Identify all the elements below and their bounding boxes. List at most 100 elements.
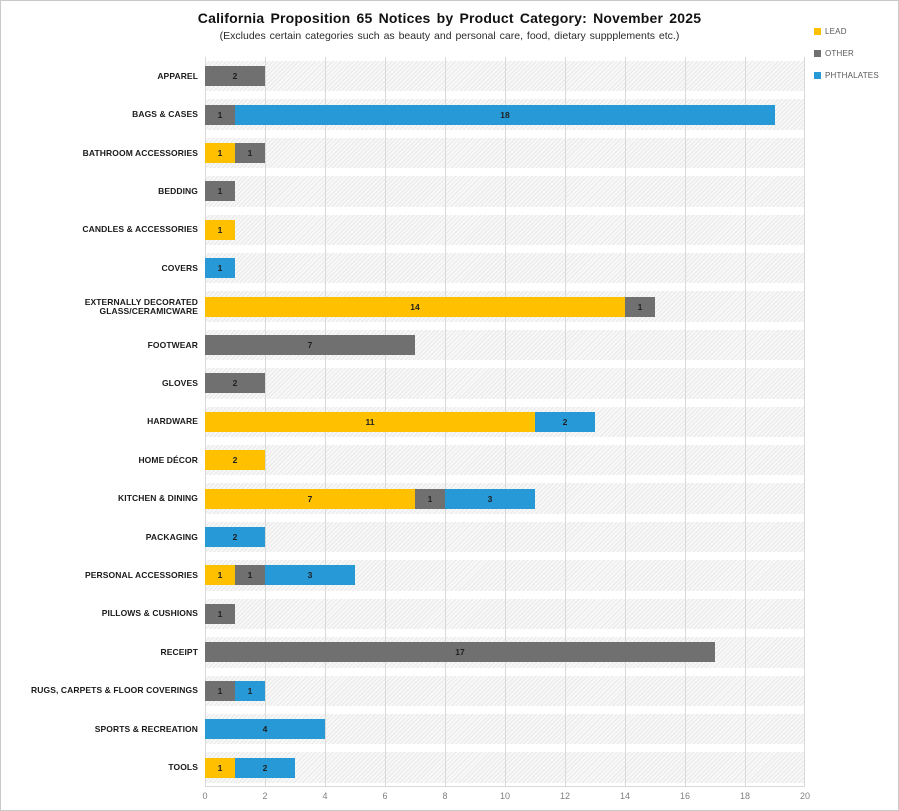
table-row: APPAREL 2 [1,57,805,95]
row-band [205,598,805,630]
segment-value-label: 1 [247,148,253,159]
bar-segment-phthalates: 4 [205,719,325,740]
segment-value-label: 1 [217,762,223,773]
bar-segment-other: 1 [205,104,235,125]
segment-value-label: 14 [410,301,420,312]
table-row: COVERS 1 [1,249,805,287]
category-label: GLOVES [161,377,198,388]
segment-value-label: 1 [217,109,223,120]
table-row: HARDWARE 11 2 [1,403,805,441]
row-band [205,137,805,169]
bar-segment-other: 2 [205,373,265,394]
category-label: APPAREL [157,70,198,81]
legend-label: PHTHALATES [825,71,879,80]
legend: LEAD OTHER PHTHALATES [814,27,879,80]
table-row: RUGS, CARPETS & FLOOR COVERINGS 1 1 [1,672,805,710]
table-row: GLOVES 2 [1,364,805,402]
category-label: BEDDING [158,185,198,196]
bar-segment-other: 1 [205,680,235,701]
stacked-bar: 7 1 3 [205,488,535,509]
legend-swatch-icon [814,72,821,79]
stacked-bar: 1 [205,258,235,279]
bar-segment-other: 17 [205,642,715,663]
stacked-bar: 1 18 [205,104,775,125]
row-plot: 1 [205,211,805,249]
category-label: HOME DÉCOR [138,454,198,465]
bar-segment-other: 7 [205,335,415,356]
category-label: KITCHEN & DINING [118,493,198,504]
stacked-bar: 11 2 [205,411,595,432]
table-row: SPORTS & RECREATION 4 [1,710,805,748]
legend-item-lead: LEAD [814,27,879,36]
stacked-bar: 7 [205,335,415,356]
segment-value-label: 2 [232,455,238,466]
row-plot: 4 [205,710,805,748]
row-band [205,368,805,399]
segment-value-label: 1 [217,263,223,274]
chart-area: APPAREL 2 BAGS & CASES 1 18 BATHROOM ACCESSOR… [1,57,810,805]
x-axis-tick-label: 0 [202,791,208,801]
chart-subtitle: (Excludes certain categories such as bea… [219,30,680,42]
x-axis-tick-label: 4 [322,791,328,801]
bar-segment-other: 1 [625,296,655,317]
bar-segment-phthalates: 3 [265,565,355,586]
bar-segment-lead: 1 [205,219,235,240]
legend-item-other: OTHER [814,49,879,58]
category-label: RECEIPT [160,646,198,657]
bar-segment-other: 1 [205,603,235,624]
row-plot: 7 [205,326,805,364]
x-axis-tick-label: 18 [739,791,751,801]
x-axis-tick-label: 14 [619,791,631,801]
x-axis-tick-label: 8 [442,791,448,801]
segment-value-label: 7 [307,340,313,351]
segment-value-label: 1 [217,224,223,235]
stacked-bar: 2 [205,66,265,87]
segment-value-label: 2 [262,762,268,773]
stacked-bar: 4 [205,719,325,740]
stacked-bar: 2 [205,527,265,548]
row-band [205,521,805,553]
segment-value-label: 2 [562,416,568,427]
table-row: BATHROOM ACCESSORIES 1 1 [1,134,805,172]
segment-value-label: 7 [307,493,313,504]
category-label: PILLOWS & CUSHIONS [101,608,198,619]
table-row: RECEIPT 17 [1,633,805,671]
bar-segment-phthalates: 2 [235,757,295,778]
bar-segment-lead: 11 [205,411,535,432]
category-label: BAGS & CASES [132,109,198,120]
stacked-bar: 17 [205,642,715,663]
bar-segment-lead: 14 [205,296,625,317]
row-plot: 14 1 [205,287,805,325]
table-row: BAGS & CASES 1 18 [1,95,805,133]
segment-value-label: 1 [217,685,223,696]
stacked-bar: 14 1 [205,296,655,317]
row-plot: 7 1 3 [205,479,805,517]
stacked-bar: 2 [205,373,265,394]
table-row: HOME DÉCOR 2 [1,441,805,479]
row-plot: 17 [205,633,805,671]
bar-segment-lead: 1 [205,565,235,586]
table-row: CANDLES & ACCESSORIES 1 [1,211,805,249]
row-plot: 2 [205,518,805,556]
table-row: PACKAGING 2 [1,518,805,556]
legend-item-phthalates: PHTHALATES [814,71,879,80]
bar-segment-lead: 1 [205,143,235,164]
bar-segment-other: 1 [235,143,265,164]
x-axis-tick-label: 2 [262,791,268,801]
stacked-bar: 1 [205,181,235,202]
bar-segment-phthalates: 2 [535,411,595,432]
row-band [205,61,805,92]
bar-segment-phthalates: 1 [205,258,235,279]
segment-value-label: 17 [455,647,465,658]
table-row: PERSONAL ACCESSORIES 1 1 3 [1,556,805,594]
x-axis-tick-label: 10 [499,791,511,801]
stacked-bar: 2 [205,450,265,471]
x-axis-tick-label: 20 [799,791,811,801]
segment-value-label: 3 [487,493,493,504]
row-plot: 2 [205,441,805,479]
segment-value-label: 1 [217,570,223,581]
